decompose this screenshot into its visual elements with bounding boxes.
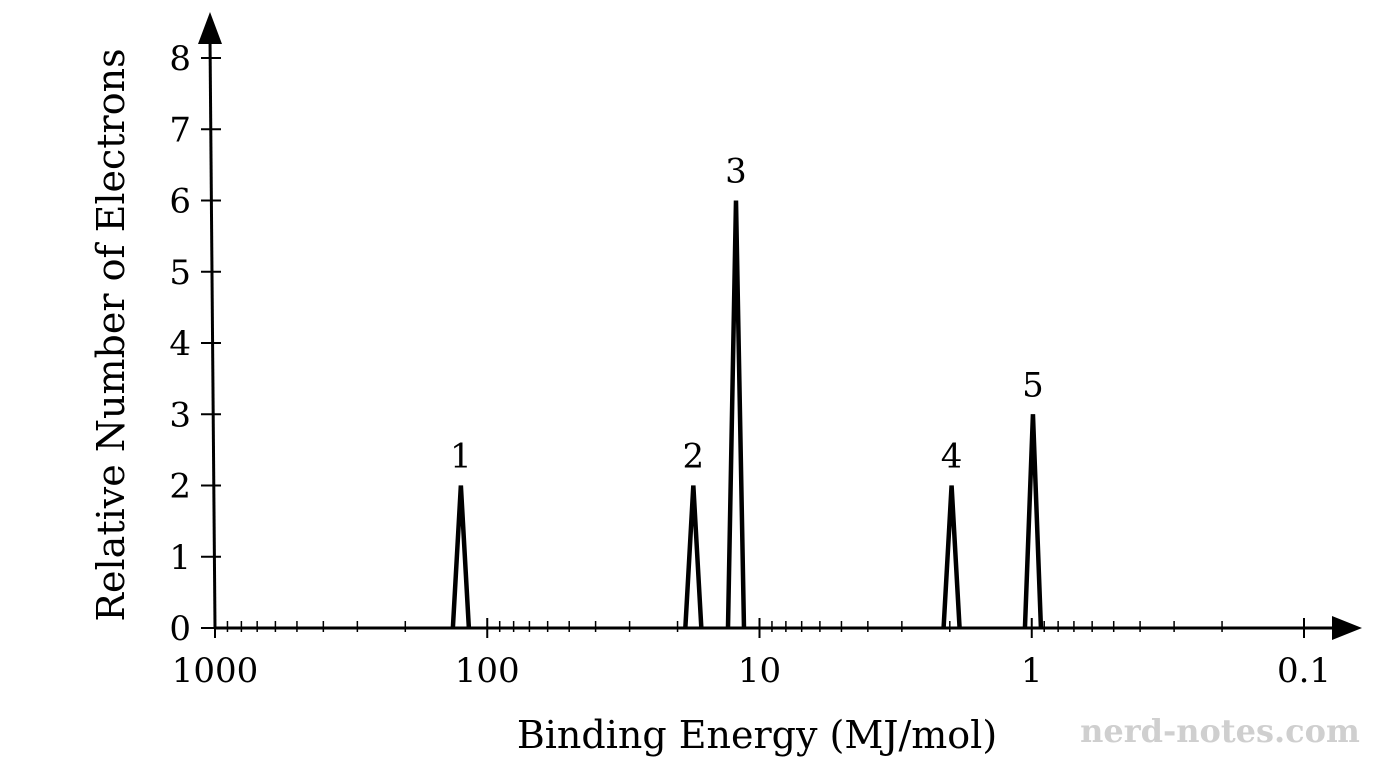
peak-label-3: 3 — [725, 152, 747, 192]
y-tick-label: 8 — [169, 39, 191, 79]
axes — [198, 12, 1362, 640]
peak-1 — [450, 485, 472, 629]
x-tick-label: 1000 — [172, 651, 259, 691]
y-axis-line — [208, 37, 217, 629]
peak-5 — [1022, 414, 1044, 629]
y-tick-label: 3 — [169, 395, 191, 435]
ticks: 0 1 2 3 4 5 6 7 8 1000 100 10 1 0.1 — [169, 39, 1331, 691]
x-tick-label: 100 — [455, 651, 520, 691]
y-tick-label: 4 — [169, 324, 191, 364]
y-axis-title: Relative Number of Electrons — [89, 48, 133, 621]
y-tick-label: 6 — [169, 182, 191, 222]
peak-3 — [725, 200, 747, 629]
peak-2 — [683, 485, 704, 629]
x-axis-title: Binding Energy (MJ/mol) — [517, 713, 997, 757]
y-tick-label: 2 — [169, 467, 191, 507]
y-tick-label: 7 — [169, 110, 191, 150]
y-tick-label: 0 — [169, 609, 191, 649]
peak-label-1: 1 — [450, 437, 472, 477]
peak-label-4: 4 — [941, 437, 963, 477]
y-tick-label: 1 — [169, 538, 191, 578]
peak-4 — [941, 485, 962, 629]
peaks: 1 2 3 4 5 — [450, 152, 1044, 629]
x-tick-label: 0.1 — [1277, 651, 1331, 691]
peak-label-2: 2 — [683, 437, 705, 477]
peak-label-5: 5 — [1022, 365, 1044, 405]
x-tick-label: 1 — [1021, 651, 1043, 691]
x-tick-label: 10 — [738, 651, 781, 691]
watermark: nerd-notes.com — [1080, 712, 1360, 750]
y-axis-arrow — [198, 12, 222, 44]
y-tick-label: 5 — [169, 253, 191, 293]
x-axis-arrow — [1332, 616, 1362, 640]
